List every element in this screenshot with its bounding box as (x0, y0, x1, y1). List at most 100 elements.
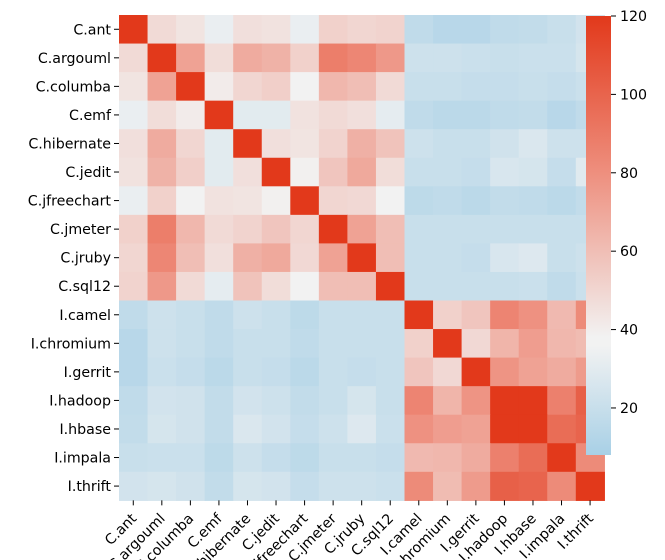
heatmap-cell (375, 471, 406, 501)
y-tick-label: C.columba (36, 79, 111, 95)
heatmap-cell (290, 443, 320, 473)
heatmap-cell (490, 357, 520, 387)
heatmap-cell (518, 243, 548, 273)
heatmap-cell (518, 471, 548, 501)
heatmap-cell (290, 100, 320, 130)
heatmap-cell (176, 386, 206, 416)
column-labels: C.antC.argoumlC.columbaC.emfC.hibernateC… (102, 500, 597, 560)
heatmap-cell (375, 329, 406, 359)
heatmap-cell (461, 329, 491, 359)
row-labels: C.ant C.argouml C.columba C.emf C.hibernate C… (28, 22, 119, 495)
heatmap-cell (119, 100, 149, 130)
heatmap-cell (404, 329, 434, 359)
y-tick-label: I.hadoop (49, 393, 111, 409)
heatmap-cell (347, 15, 377, 45)
heatmap-cell (119, 443, 149, 473)
y-tick-label: C.jmeter (50, 222, 111, 238)
heatmap-cell (404, 471, 434, 501)
heatmap-cell (204, 271, 234, 302)
heatmap-cell (176, 443, 206, 473)
heatmap-cell (404, 15, 434, 45)
heatmap-cell (290, 414, 320, 444)
heatmap-cell (518, 15, 548, 45)
heatmap-cell (147, 15, 177, 45)
heatmap-cell (490, 271, 520, 302)
heatmap-cell (461, 471, 491, 501)
heatmap-cell (433, 157, 463, 187)
heatmap-cell (119, 157, 149, 187)
heatmap-cell (433, 329, 463, 359)
heatmap-cells (119, 15, 605, 501)
heatmap-cell (318, 72, 348, 102)
heatmap-cell (147, 443, 177, 473)
colorbar-tick-label: 100 (620, 87, 647, 103)
heatmap-cell (461, 443, 491, 473)
heatmap-cell (147, 72, 177, 102)
heatmap-cell (119, 329, 149, 359)
heatmap-cell (204, 243, 234, 273)
heatmap-cell (261, 386, 291, 416)
heatmap-cell (204, 129, 234, 159)
heatmap-cell (204, 471, 234, 501)
heatmap-cell (290, 329, 320, 359)
heatmap-cell (433, 186, 463, 216)
heatmap-cell (233, 243, 263, 273)
heatmap-cell (547, 100, 577, 130)
heatmap-cell (204, 43, 234, 73)
heatmap-cell (490, 43, 520, 73)
y-tick-label: I.thrift (68, 479, 112, 495)
heatmap-cell (318, 300, 348, 330)
y-tick-label: C.jruby (60, 251, 111, 267)
heatmap-cell (490, 443, 520, 473)
heatmap-cell (433, 300, 463, 330)
heatmap-cell (204, 214, 234, 244)
heatmap-cell (347, 471, 377, 501)
heatmap-cell (318, 329, 348, 359)
heatmap-cell (518, 214, 548, 244)
heatmap-cell (176, 43, 206, 73)
heatmap-cell (404, 414, 434, 444)
heatmap-cell (461, 186, 491, 216)
colorbar: 20 40 60 80 100 120 (586, 9, 647, 455)
heatmap-cell (404, 100, 434, 130)
heatmap-cell (290, 214, 320, 244)
heatmap-cell (119, 15, 149, 45)
heatmap-cell (547, 357, 577, 387)
heatmap-cell (204, 357, 234, 387)
heatmap-cell (318, 357, 348, 387)
heatmap-cell (261, 214, 291, 244)
heatmap-cell (347, 129, 377, 159)
heatmap-cell (261, 15, 291, 45)
heatmap-cell (375, 157, 406, 187)
heatmap-cell (547, 72, 577, 102)
y-tick-label: C.ant (73, 22, 111, 38)
heatmap-cell (375, 357, 406, 387)
heatmap-cell (261, 471, 291, 501)
heatmap-cell (261, 100, 291, 130)
heatmap-cell (404, 386, 434, 416)
heatmap-cell (261, 72, 291, 102)
heatmap-cell (433, 100, 463, 130)
heatmap-cell (490, 72, 520, 102)
heatmap-cell (147, 471, 177, 501)
heatmap-cell (147, 300, 177, 330)
heatmap-cell (261, 43, 291, 73)
heatmap-cell (347, 271, 377, 302)
heatmap-cell (119, 357, 149, 387)
heatmap-cell (147, 186, 177, 216)
heatmap-cell (147, 43, 177, 73)
heatmap-cell (204, 157, 234, 187)
heatmap-cell (233, 157, 263, 187)
heatmap-cell (261, 300, 291, 330)
heatmap-cell (547, 443, 577, 473)
heatmap-cell (518, 43, 548, 73)
heatmap-cell (347, 157, 377, 187)
heatmap-cell (490, 100, 520, 130)
heatmap-cell (176, 214, 206, 244)
heatmap-cell (518, 386, 548, 416)
heatmap-cell (233, 443, 263, 473)
heatmap-cell (261, 129, 291, 159)
heatmap-cell (547, 471, 577, 501)
heatmap-cell (347, 357, 377, 387)
y-tick-label: C.emf (69, 108, 112, 124)
